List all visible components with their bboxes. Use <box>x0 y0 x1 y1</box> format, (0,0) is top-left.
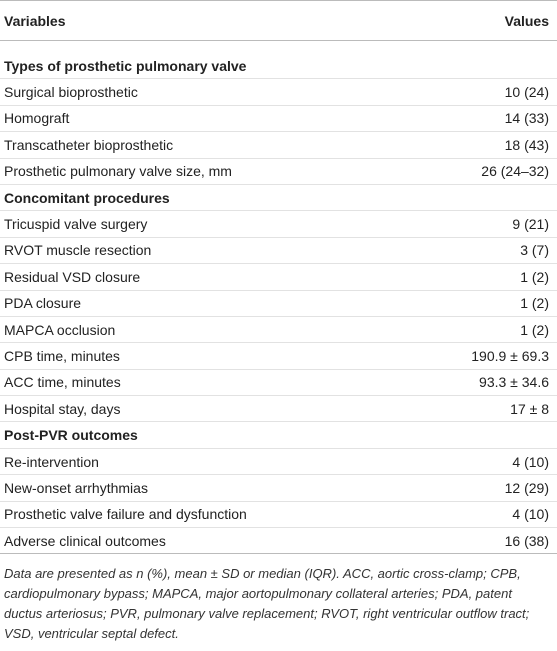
value-cell: 17 ± 8 <box>410 395 557 423</box>
value-cell: 18 (43) <box>410 131 557 159</box>
variable-cell: Re-intervention <box>0 448 411 476</box>
header-cell: Variables <box>0 0 411 41</box>
value-cell: 9 (21) <box>410 210 557 238</box>
data-row: ACC time, minutes 93.3 ± 34.6 <box>0 369 557 397</box>
data-row: Prosthetic pulmonary valve size, mm 26 (2… <box>0 158 557 185</box>
section-title: Post-PVR outcomes <box>0 421 557 449</box>
header-row: Variables Values <box>0 0 557 41</box>
value-cell: 14 (33) <box>410 105 557 133</box>
value-cell: 10 (24) <box>410 78 557 106</box>
data-row: New-onset arrhythmias 12 (29) <box>0 474 557 502</box>
variable-cell: Prosthetic pulmonary valve size, mm <box>0 158 411 185</box>
variable-cell: Tricuspid valve surgery <box>0 210 411 238</box>
footnote: Data are presented as n (%), mean ± SD o… <box>4 566 530 642</box>
data-row: Re-intervention 4 (10) <box>0 448 557 476</box>
data-row: CPB time, minutes 190.9 ± 69.3 <box>0 342 557 370</box>
data-row: Transcatheter bioprosthetic 18 (43) <box>0 131 557 159</box>
data-row: Prosthetic valve failure and dysfunction… <box>0 501 557 529</box>
section-title: Concomitant procedures <box>0 184 557 212</box>
variable-cell: CPB time, minutes <box>0 342 411 370</box>
variable-cell: Homograft <box>0 105 411 133</box>
table-body: Types of prosthetic pulmonary valve Surgi… <box>0 41 557 555</box>
section-row: Concomitant procedures <box>0 184 557 212</box>
variable-cell: PDA closure <box>0 290 411 317</box>
section-row: Types of prosthetic pulmonary valve <box>0 53 557 80</box>
spacer-row <box>0 41 557 54</box>
data-row: Surgical bioprosthetic 10 (24) <box>0 78 557 106</box>
data-row: Homograft 14 (33) <box>0 105 557 133</box>
header-cell: Values <box>410 0 557 41</box>
table-header: Variables Values <box>0 0 557 41</box>
value-cell: 4 (10) <box>410 448 557 476</box>
data-row: MAPCA occlusion 1 (2) <box>0 316 557 344</box>
value-cell: 93.3 ± 34.6 <box>410 369 557 397</box>
spacer-cell <box>0 41 557 54</box>
variable-cell: RVOT muscle resection <box>0 237 411 265</box>
section-title: Types of prosthetic pulmonary valve <box>0 53 557 80</box>
section-row: Post-PVR outcomes <box>0 421 557 449</box>
value-cell: 190.9 ± 69.3 <box>410 342 557 370</box>
value-cell: 26 (24–32) <box>410 158 557 185</box>
variable-cell: Residual VSD closure <box>0 263 411 291</box>
variable-cell: Prosthetic valve failure and dysfunction <box>0 501 411 529</box>
value-cell: 1 (2) <box>410 316 557 344</box>
variable-cell: MAPCA occlusion <box>0 316 411 344</box>
data-row: PDA closure 1 (2) <box>0 290 557 317</box>
variable-cell: ACC time, minutes <box>0 369 411 397</box>
variable-cell: Hospital stay, days <box>0 395 411 423</box>
value-cell: 16 (38) <box>410 527 557 555</box>
data-row: Tricuspid valve surgery 9 (21) <box>0 210 557 238</box>
variable-cell: Adverse clinical outcomes <box>0 527 411 555</box>
value-cell: 4 (10) <box>410 501 557 529</box>
value-cell: 1 (2) <box>410 290 557 317</box>
data-row: Residual VSD closure 1 (2) <box>0 263 557 291</box>
data-row: RVOT muscle resection 3 (7) <box>0 237 557 265</box>
data-row: Adverse clinical outcomes 16 (38) <box>0 527 557 555</box>
variable-cell: New-onset arrhythmias <box>0 474 411 502</box>
value-cell: 3 (7) <box>410 237 557 265</box>
value-cell: 1 (2) <box>410 263 557 291</box>
value-cell: 12 (29) <box>410 474 557 502</box>
data-row: Hospital stay, days 17 ± 8 <box>0 395 557 423</box>
variable-cell: Surgical bioprosthetic <box>0 78 411 106</box>
data-table: Variables Values Types of prosthetic pul… <box>0 0 557 555</box>
variable-cell: Transcatheter bioprosthetic <box>0 131 411 159</box>
